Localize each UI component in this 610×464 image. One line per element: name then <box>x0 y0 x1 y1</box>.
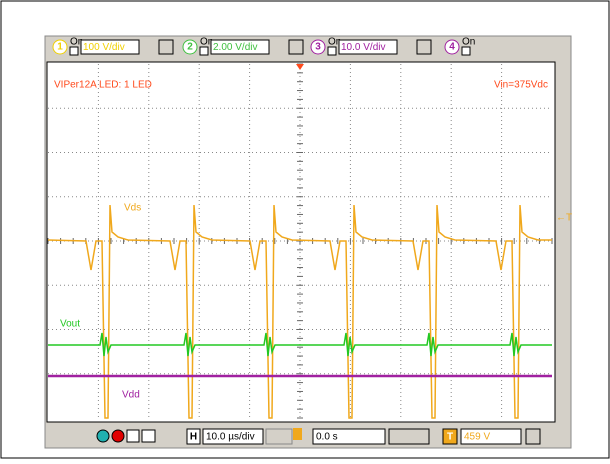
channel-state: On <box>200 37 213 48</box>
print-button[interactable] <box>141 429 156 443</box>
position-stepper[interactable] <box>388 428 430 445</box>
timebase: 10.0 µs/div <box>206 432 255 443</box>
channel-checkbox[interactable] <box>199 46 209 56</box>
trigger-marker: ←T <box>556 213 572 224</box>
channel-scale: 100 V/div <box>83 42 125 53</box>
scale-button[interactable] <box>416 39 432 55</box>
traces <box>47 204 552 419</box>
channel-number: 2 <box>187 42 193 53</box>
channel-badge <box>182 39 198 55</box>
channel-checkbox[interactable] <box>69 46 79 56</box>
stop-button[interactable] <box>111 429 125 443</box>
channel-badge <box>444 39 460 55</box>
channel-number: 3 <box>315 42 321 53</box>
screen-title: VIPer12A LED: 1 LED <box>54 80 152 91</box>
h-label: H <box>190 432 197 443</box>
trigger-level-field[interactable] <box>460 428 522 445</box>
timebase-field[interactable] <box>202 428 264 445</box>
level-stepper[interactable] <box>525 428 541 445</box>
vout-trace <box>48 332 552 357</box>
t-label: T <box>447 432 453 443</box>
input-voltage: Vin=375Vdc <box>494 80 548 91</box>
trace-label: Vdd <box>122 390 140 401</box>
trigger-arrow <box>296 64 304 70</box>
screen <box>46 61 556 423</box>
channel-number: 1 <box>57 42 63 53</box>
vds-trace <box>47 204 552 419</box>
trace-label: Vds <box>124 203 141 214</box>
channel-badge <box>310 39 326 55</box>
trigger-pos-icon <box>293 428 302 440</box>
t-box <box>442 428 458 445</box>
trace-label: Vout <box>60 319 80 330</box>
channel-state: On <box>328 37 341 48</box>
channel-bar: 1 On 100 V/div 2 On 2.00 V/div 3 On 10.0 V/div 4 O… <box>52 37 475 56</box>
scale-field <box>210 39 270 55</box>
channel-state: On <box>70 37 83 48</box>
position-field[interactable] <box>312 428 386 445</box>
run-button[interactable] <box>96 429 110 443</box>
mode-buttons[interactable] <box>265 428 293 445</box>
scale-field <box>80 39 140 55</box>
h-box <box>186 428 201 445</box>
trigger-level: 459 V <box>464 432 490 443</box>
channel-number: 4 <box>449 42 455 53</box>
save-button[interactable] <box>126 429 140 443</box>
position: 0.0 s <box>316 432 338 443</box>
channel-state: On <box>462 37 475 48</box>
channel-checkbox[interactable] <box>461 46 471 56</box>
scale-button[interactable] <box>158 39 174 55</box>
channel-badge <box>52 39 68 55</box>
scale-field <box>338 39 398 55</box>
channel-scale: 10.0 V/div <box>341 42 385 53</box>
channel-checkbox[interactable] <box>327 46 337 56</box>
scale-button[interactable] <box>288 39 304 55</box>
channel-scale: 2.00 V/div <box>213 42 257 53</box>
